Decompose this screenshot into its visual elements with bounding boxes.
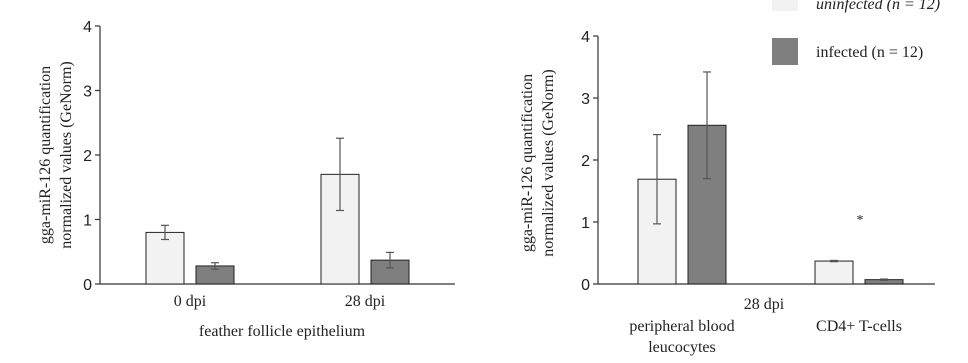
right-y-tick-label: 4 — [581, 29, 590, 46]
left-y-axis-label-line1: gga-miR-126 quantification — [37, 66, 54, 244]
left-y-ticks: 0 1 2 3 4 — [83, 19, 100, 294]
right-y-tick-label: 3 — [581, 91, 590, 108]
right-annotations: * — [857, 213, 864, 228]
right-significance-marker: * — [857, 213, 864, 228]
left-y-axis-label-line2: normalized values (GeNorm) — [58, 61, 75, 248]
left-category-label-1: 28 dpi — [345, 293, 386, 310]
left-y-tick-label: 0 — [83, 277, 92, 294]
chart-left: 0 1 2 3 4 0 dpi 28 dpi gga-miR-126 quantifica… — [37, 19, 455, 340]
left-y-tick-label: 4 — [83, 19, 92, 36]
legend-swatch-infected — [772, 38, 798, 65]
legend-label-uninfected: uninfected (n = 12) — [816, 0, 940, 13]
right-y-axis-label-line2: normalized values (GeNorm) — [540, 69, 557, 256]
left-y-tick-label: 3 — [83, 84, 92, 101]
left-x-labels: 0 dpi 28 dpi — [174, 293, 386, 310]
right-error-bars — [653, 71, 888, 281]
right-bar-uninfected-1 — [814, 260, 854, 285]
right-y-tick-label: 0 — [581, 277, 590, 294]
right-bars — [637, 124, 904, 285]
legend-label-infected: infected (n = 12) — [816, 44, 923, 61]
left-category-label-0: 0 dpi — [174, 293, 207, 310]
left-error-bars — [161, 137, 394, 270]
left-x-axis-label: feather follicle epithelium — [199, 323, 366, 340]
right-x-axis-label: 28 dpi — [744, 296, 785, 313]
right-category-label-1: CD4+ T-cells — [816, 318, 902, 335]
right-y-tick-label: 1 — [581, 215, 590, 232]
left-y-tick-label: 2 — [83, 148, 92, 165]
right-y-tick-label: 2 — [581, 153, 590, 170]
chart-right: 0 1 2 3 4 peripheral blood leucocytes CD4+ T-c… — [519, 29, 935, 356]
right-x-labels: peripheral blood leucocytes CD4+ T-cells — [629, 318, 902, 356]
right-y-axis-label-line1: gga-miR-126 quantification — [519, 74, 536, 252]
left-bar-uninfected-0 — [145, 231, 185, 285]
right-category-label-0: peripheral blood leucocytes — [629, 318, 734, 356]
left-y-tick-label: 1 — [83, 213, 92, 230]
legend: uninfected (n = 12) infected (n = 12) — [772, 0, 940, 65]
legend-swatch-uninfected — [772, 0, 798, 11]
right-y-ticks: 0 1 2 3 4 — [581, 29, 598, 294]
left-bars — [145, 173, 410, 285]
